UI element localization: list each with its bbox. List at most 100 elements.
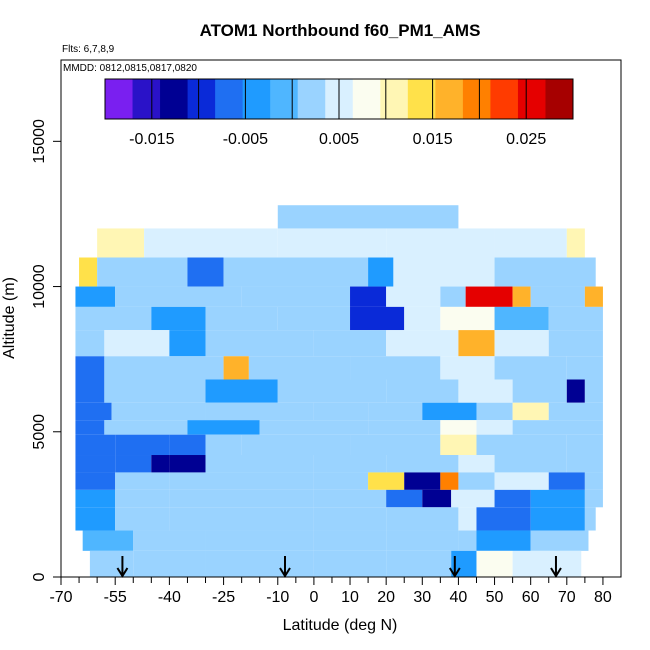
x-tick-label: 40 — [450, 589, 468, 606]
heatmap-cell — [350, 306, 405, 331]
heatmap-cell — [440, 306, 495, 331]
heatmap-cell — [458, 455, 495, 473]
colorbar-segment — [435, 79, 464, 119]
heatmap-cell — [350, 356, 441, 380]
heatmap-cell — [75, 420, 105, 435]
heatmap-cell — [548, 306, 603, 331]
heatmap-cell — [494, 472, 549, 490]
heatmap-cell — [512, 550, 582, 577]
heatmap-cell — [144, 228, 278, 258]
heatmap-cell — [494, 356, 567, 380]
heatmap-cell — [458, 507, 477, 531]
heatmap-cell — [205, 434, 242, 456]
heatmap-cell — [530, 286, 585, 307]
heatmap-cell — [313, 330, 387, 357]
heatmap-cell — [104, 420, 188, 435]
heatmap-cell — [205, 550, 314, 577]
heatmap-cell — [259, 420, 369, 435]
heatmap-cell — [169, 330, 206, 357]
heatmap-cell — [277, 306, 351, 331]
heatmap-cell — [75, 286, 116, 307]
heatmap-cell — [494, 330, 549, 357]
heatmap-cell — [169, 455, 206, 473]
heatmap-cell — [169, 434, 206, 456]
colorbar-segment — [297, 79, 326, 119]
x-tick-label: 10 — [341, 589, 359, 606]
heatmap-cell — [241, 286, 351, 307]
x-tick-label: 60 — [522, 589, 540, 606]
heatmap-cell — [205, 530, 314, 551]
heatmap-cell — [313, 507, 387, 531]
y-tick-label: 5000 — [31, 414, 48, 450]
heatmap-cell — [205, 379, 278, 403]
heatmap-cell — [476, 402, 513, 421]
heatmap-cell — [584, 472, 603, 490]
colorbar-segment — [490, 79, 519, 119]
heatmap-cell — [111, 402, 206, 421]
colorbar-segment — [352, 79, 381, 119]
heatmap-cell — [313, 530, 387, 551]
x-tick-label: -40 — [158, 589, 181, 606]
y-tick-label: 15000 — [31, 119, 48, 164]
heatmap-cell — [368, 402, 423, 421]
heatmap-cell — [476, 507, 531, 531]
heatmap-cell — [104, 330, 170, 357]
heatmap-cell — [205, 330, 314, 357]
heatmap-cell — [494, 228, 567, 258]
x-tick-label: -70 — [49, 589, 72, 606]
heatmap-cell — [133, 530, 206, 551]
heatmap-cell — [465, 286, 513, 307]
heatmap-cell — [476, 420, 513, 435]
heatmap-cell — [548, 330, 603, 357]
heatmap-cell — [205, 455, 314, 473]
heatmap-cell — [89, 550, 134, 577]
heatmap-cell — [476, 434, 567, 456]
x-tick-label: -55 — [104, 589, 127, 606]
x-tick-label: 80 — [594, 589, 612, 606]
heatmap-cell — [512, 420, 603, 435]
heatmap-cell — [115, 434, 170, 456]
heatmap-cell — [151, 306, 206, 331]
x-tick-label: -10 — [266, 589, 289, 606]
heatmap-cell — [530, 507, 585, 531]
chart-title: ATOM1 Northbound f60_PM1_AMS — [200, 21, 481, 40]
y-axis-label: Altitude (m) — [1, 277, 18, 359]
heatmap-cell — [422, 489, 452, 508]
heatmap-cell — [151, 455, 170, 473]
heatmap-cell — [75, 434, 116, 456]
heatmap-cell — [451, 489, 495, 508]
heatmap-cell — [75, 472, 116, 490]
heatmap-cell — [104, 379, 206, 403]
heatmap-cell — [386, 489, 423, 508]
heatmap-cell — [584, 286, 603, 307]
heatmap-cell — [566, 434, 603, 456]
heatmap-cell — [440, 434, 477, 456]
heatmap-cell — [386, 379, 459, 403]
heatmap-cell — [458, 530, 477, 551]
heatmap-cell — [458, 472, 495, 490]
heatmap-cell — [75, 455, 116, 473]
heatmap-cell — [494, 257, 596, 287]
heatmap-cell — [115, 489, 170, 508]
heatmap-cell — [386, 455, 459, 473]
heatmap-cell — [205, 306, 278, 331]
x-tick-label: 70 — [558, 589, 576, 606]
heatmap-cell — [97, 257, 188, 287]
heatmap-layer — [75, 205, 603, 577]
heatmap-cell — [386, 330, 459, 357]
heatmap-cell — [104, 356, 224, 380]
heatmap-cell — [82, 530, 134, 551]
colorbar-tick-label: 0.005 — [319, 131, 359, 148]
heatmap-cell — [386, 550, 452, 577]
heatmap-cell — [75, 489, 116, 508]
heatmap-cell — [313, 472, 369, 490]
heatmap-cell — [584, 379, 603, 403]
flight-markers — [116, 556, 562, 578]
flight-marker-arrowhead — [279, 567, 291, 578]
heatmap-cell — [566, 228, 585, 258]
heatmap-cell — [169, 472, 314, 490]
x-tick-label: 50 — [486, 589, 504, 606]
heatmap-cell — [476, 530, 531, 551]
colorbar-segment — [407, 79, 436, 119]
